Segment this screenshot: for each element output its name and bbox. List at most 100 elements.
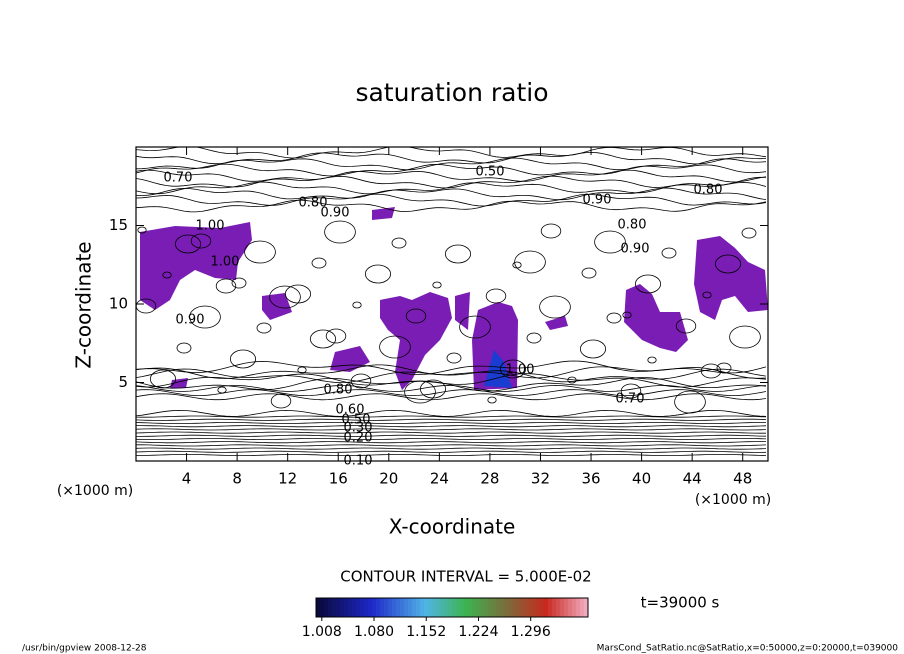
colorbar-cell <box>408 598 413 617</box>
colorbar-cell <box>448 598 453 617</box>
colorbar-cell <box>472 598 477 617</box>
colorbar-cell <box>584 598 589 617</box>
x-unit: (×1000 m) <box>695 492 771 508</box>
x-tick-label: 4 <box>182 470 192 488</box>
contour-label: 0.30 <box>344 421 373 436</box>
contour-line <box>269 285 301 309</box>
contour-line <box>350 373 372 389</box>
y-tick-label: 10 <box>109 295 128 313</box>
colorbar-cell <box>420 598 425 617</box>
colorbar-cell <box>436 598 441 617</box>
y-tick-label: 15 <box>109 216 128 234</box>
colorbar-cell <box>372 598 377 617</box>
contour-line <box>244 240 276 264</box>
chart-title: saturation ratio <box>355 78 548 107</box>
contour-line <box>485 288 507 304</box>
contour-label: 0.10 <box>344 454 373 469</box>
contour-line <box>581 267 597 279</box>
contour-line <box>136 422 766 424</box>
contour-line <box>136 450 767 453</box>
x-tick-label: 44 <box>683 470 702 488</box>
colorbar-cell <box>364 598 369 617</box>
contour-line <box>136 193 767 207</box>
contour-line <box>162 271 172 279</box>
colorbar-cell <box>344 598 349 617</box>
contour-line <box>499 359 526 379</box>
contour-line <box>136 147 767 159</box>
x-tick-label: 12 <box>278 470 297 488</box>
x-axis-label: X-coordinate <box>389 515 516 539</box>
contour-label: 1.00 <box>196 219 225 234</box>
x-tick-label: 20 <box>379 470 398 488</box>
colorbar-cell <box>532 598 537 617</box>
contour-line <box>459 315 491 339</box>
contour-line <box>716 362 732 374</box>
colorbar-tick-label: 1.152 <box>406 624 446 640</box>
contour-line <box>446 352 462 364</box>
contour-line <box>136 428 767 431</box>
contour-line <box>352 301 362 309</box>
colorbar-cell <box>572 598 577 617</box>
x-tick-label: 36 <box>581 470 600 488</box>
contour-line <box>136 199 767 213</box>
contour-line <box>700 363 722 379</box>
plot-frame <box>135 146 769 462</box>
colorbar-cell <box>356 598 361 617</box>
colorbar-tick-label: 1.080 <box>354 624 394 640</box>
contour-line <box>325 328 347 344</box>
contour-label: 0.90 <box>321 206 350 221</box>
contour-line <box>136 438 767 440</box>
contour-line <box>674 390 706 414</box>
colorbar-cell <box>384 598 389 617</box>
contour-label: 0.90 <box>176 313 205 328</box>
colorbar: 1.008 1.080 1.152 1.224 1.296 <box>302 597 589 640</box>
contour-line <box>136 175 767 189</box>
x-tick-label: 28 <box>480 470 499 488</box>
time-label: t=39000 s <box>641 594 720 612</box>
contour-line <box>309 329 336 349</box>
colorbar-cell <box>316 598 321 617</box>
contour-line <box>540 223 562 239</box>
contour-line <box>635 274 662 294</box>
colorbar-cell <box>552 598 557 617</box>
colorbar-cell <box>520 598 525 617</box>
colorbar-cell <box>476 598 481 617</box>
colorbar-cell <box>360 598 365 617</box>
contour-line <box>136 415 767 418</box>
colorbar-cell <box>400 598 405 617</box>
colorbar-cell <box>392 598 397 617</box>
y-tick-label: 5 <box>118 373 128 391</box>
colorbar-cell <box>508 598 513 617</box>
contour-line <box>432 281 442 289</box>
contour-line <box>297 366 307 374</box>
contour-line <box>136 373 767 388</box>
contour-line <box>176 342 192 354</box>
contour-line <box>702 291 712 299</box>
contour-line <box>229 349 256 369</box>
contour-line <box>136 393 767 401</box>
contour-line <box>136 409 767 417</box>
contour-line <box>526 332 542 344</box>
contour-line <box>567 376 577 384</box>
contour-line <box>136 425 767 428</box>
contour-line <box>364 264 391 284</box>
y-unit: (×1000 m) <box>57 483 133 499</box>
colorbar-cell <box>512 598 517 617</box>
colorbar-cell <box>528 598 533 617</box>
contour-line <box>284 284 311 304</box>
contour-line <box>136 444 767 447</box>
contour-label: 0.80 <box>694 183 723 198</box>
colorbar-cell <box>456 598 461 617</box>
contour-line <box>136 384 767 392</box>
contour-label: 1.00 <box>211 255 240 270</box>
contour-line <box>324 220 356 244</box>
colorbar-cell <box>580 598 585 617</box>
contour-line <box>136 418 767 421</box>
contour-line <box>231 277 247 289</box>
colorbar-tick-label: 1.224 <box>458 624 498 640</box>
colorbar-cell <box>568 598 573 617</box>
contour-label: 0.20 <box>344 431 373 446</box>
colorbar-cell <box>548 598 553 617</box>
contour-line <box>137 226 147 234</box>
